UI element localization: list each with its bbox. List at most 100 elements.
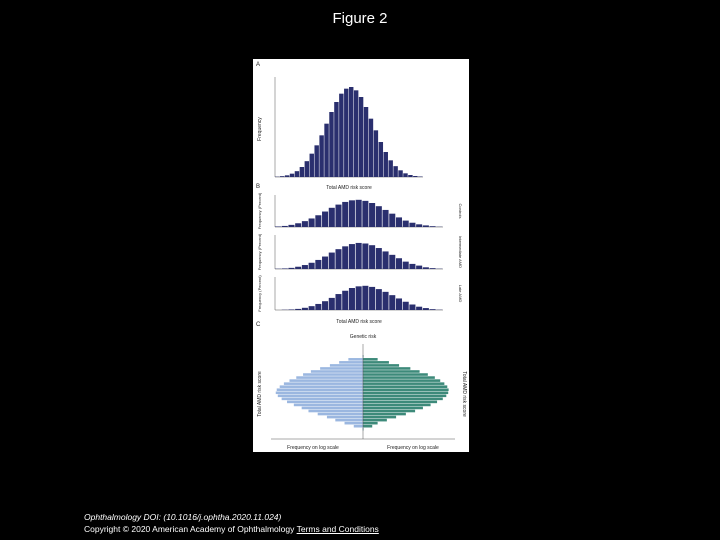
pyramid-bar [363, 388, 449, 392]
histogram-bar [294, 171, 300, 177]
pyramid-bar [363, 424, 373, 428]
histogram-bar [288, 309, 295, 310]
histogram-bar [388, 160, 393, 177]
citation: Ophthalmology DOI: (10.1016/j.ophtha.202… [84, 511, 379, 523]
histogram-bar [398, 170, 403, 177]
pyramid-bar [363, 358, 378, 361]
histogram-bar [335, 204, 342, 227]
pyramid-bar [339, 361, 363, 364]
histogram-bar [322, 211, 329, 227]
histogram-bar [395, 258, 403, 269]
histogram-bar [342, 290, 349, 310]
histogram-bar [355, 242, 362, 269]
pyramid-bar [283, 382, 363, 385]
slide-title: Figure 2 [332, 10, 388, 27]
histogram-bar [299, 167, 305, 177]
x-axis-label: Total AMD risk score [336, 319, 382, 325]
x-axis-label: Frequency on log scale [387, 445, 439, 451]
y-axis-label: Total AMD risk score [257, 371, 263, 417]
y-axis-label: Frequency (Percent) [257, 192, 262, 229]
group-label: Late AMD [458, 285, 463, 303]
histogram-bar [416, 265, 423, 269]
histogram-bar [378, 142, 384, 177]
pyramid-bar [363, 370, 420, 373]
histogram-bar [382, 291, 389, 310]
pyramid-bar [335, 418, 363, 422]
histogram-bar [328, 252, 335, 269]
histogram-bar [284, 175, 290, 177]
histogram-bar [422, 308, 429, 310]
histogram-bar [389, 295, 396, 310]
histogram-bar [375, 206, 382, 227]
histogram-bar [369, 203, 376, 227]
histogram-bar [344, 88, 349, 177]
terms-link[interactable]: Terms and Conditions [296, 524, 379, 534]
histogram-bar [382, 209, 389, 227]
pyramid-bar [329, 364, 363, 367]
histogram-bar [308, 262, 315, 269]
histogram-bar [403, 173, 408, 177]
histogram-bar [301, 221, 308, 227]
pyramid-bar [348, 358, 363, 361]
x-axis-label: Total AMD risk score [326, 185, 372, 191]
pyramid-bar [363, 367, 411, 370]
histogram-bar [279, 176, 285, 177]
histogram-bar [301, 265, 308, 269]
pyramid-bar [287, 400, 363, 404]
histogram-bar [281, 225, 288, 227]
panel-label: A [256, 62, 260, 68]
histogram-bar [328, 297, 335, 310]
pyramid-bar [363, 415, 397, 419]
pyramid-bar [317, 412, 363, 416]
pyramid-bar [289, 379, 363, 382]
pyramid-bar [363, 403, 431, 407]
histogram-bar [389, 213, 396, 227]
histogram-bar [348, 200, 355, 227]
histogram-bar [322, 256, 329, 269]
histogram-bar [409, 222, 416, 227]
histogram-bar [335, 249, 342, 269]
pyramid-bar [320, 367, 363, 370]
histogram-bar [402, 220, 409, 227]
histogram-bar [288, 224, 295, 227]
histogram-bar [416, 224, 423, 227]
pyramid-bar [363, 409, 416, 413]
histogram-bar [301, 307, 308, 310]
pyramid-bar [363, 373, 428, 376]
histogram-bar [422, 267, 429, 269]
pyramid-bar [279, 385, 363, 388]
histogram-bar [315, 303, 322, 310]
histogram-bar [322, 301, 329, 310]
histogram-bar [339, 93, 344, 177]
histogram-bar [395, 217, 403, 227]
histogram-bar [319, 135, 324, 177]
pyramid-bar [303, 373, 363, 376]
histogram-bar [363, 107, 369, 177]
pyramid-bar [363, 400, 438, 404]
pyramid-bar [363, 412, 406, 416]
histogram-bar [429, 226, 436, 227]
y-axis-label: Frequency (Percent) [257, 233, 262, 270]
pyramid-bar [326, 415, 363, 419]
histogram-bar [289, 173, 295, 177]
copyright: Copyright © 2020 American Academy of Oph… [84, 524, 295, 534]
pyramid-bar [344, 421, 363, 425]
pyramid-bar [363, 397, 443, 401]
histogram-bar [335, 294, 342, 310]
histogram-bar [409, 263, 416, 269]
histogram-bar [408, 175, 413, 177]
histogram-bar [314, 145, 319, 177]
histogram-bar [309, 153, 314, 177]
histogram-bar [308, 306, 315, 310]
histogram-bar [315, 259, 322, 269]
histogram-bar [304, 161, 310, 177]
histogram-bar [409, 304, 416, 310]
pyramid-bar [308, 409, 363, 413]
pyramid-bar [275, 391, 363, 395]
histogram-bar [402, 261, 409, 269]
histogram-bar [369, 286, 376, 310]
histogram-bar [373, 130, 379, 177]
pyramid-bar [363, 418, 387, 422]
pyramid-bar [363, 385, 448, 388]
